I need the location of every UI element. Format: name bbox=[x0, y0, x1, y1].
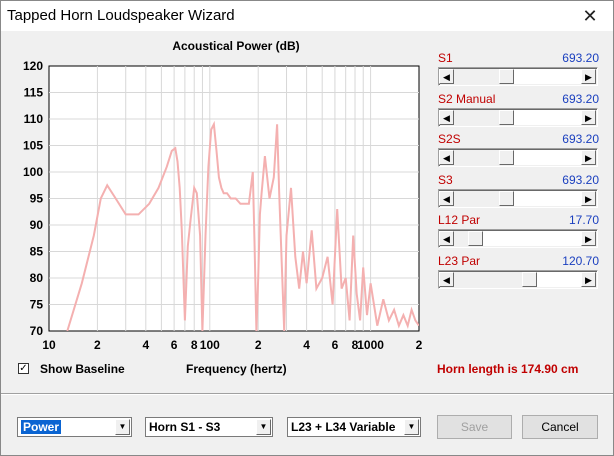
x-tick-label: 2 bbox=[255, 338, 262, 352]
y-tick-label: 85 bbox=[30, 245, 44, 259]
slider-label: L23 Par bbox=[438, 254, 481, 268]
y-tick-label: 90 bbox=[30, 218, 44, 232]
arrow-right-icon[interactable]: ▶ bbox=[581, 231, 596, 246]
arrow-right-icon[interactable]: ▶ bbox=[581, 110, 596, 125]
slider-thumb[interactable] bbox=[499, 110, 514, 125]
x-tick-label: 2 bbox=[94, 338, 101, 352]
arrow-left-icon[interactable]: ◀ bbox=[439, 69, 454, 84]
y-tick-label: 115 bbox=[24, 86, 44, 100]
output-type-select[interactable]: Power ▼ bbox=[17, 417, 132, 437]
slider-track[interactable]: ◀ ▶ bbox=[438, 270, 598, 289]
chevron-down-icon[interactable]: ▼ bbox=[115, 419, 130, 435]
slider-thumb[interactable] bbox=[468, 231, 483, 246]
x-tick-label: 6 bbox=[332, 338, 339, 352]
save-button[interactable]: Save bbox=[437, 415, 512, 439]
slider-thumb[interactable] bbox=[499, 69, 514, 84]
slider-value: 120.70 bbox=[562, 254, 599, 268]
y-tick-label: 70 bbox=[30, 324, 44, 338]
slider-value: 693.20 bbox=[562, 132, 599, 146]
slider-track[interactable]: ◀ ▶ bbox=[438, 108, 598, 127]
arrow-right-icon[interactable]: ▶ bbox=[581, 191, 596, 206]
slider-label: S3 bbox=[438, 173, 453, 187]
slider-track[interactable]: ◀ ▶ bbox=[438, 229, 598, 248]
x-tick-label: 4 bbox=[303, 338, 310, 352]
y-tick-label: 75 bbox=[30, 298, 44, 312]
chevron-down-icon[interactable]: ▼ bbox=[404, 419, 419, 435]
y-tick-label: 105 bbox=[23, 139, 43, 153]
slider-fill bbox=[483, 231, 582, 246]
x-tick-label: 8 bbox=[352, 338, 359, 352]
arrow-left-icon[interactable]: ◀ bbox=[439, 150, 454, 165]
y-tick-label: 120 bbox=[23, 59, 43, 73]
y-tick-label: 110 bbox=[24, 112, 44, 126]
chevron-down-icon[interactable]: ▼ bbox=[256, 419, 271, 435]
x-tick-label: 8 bbox=[191, 338, 198, 352]
slider-track[interactable]: ◀ ▶ bbox=[438, 148, 598, 167]
arrow-left-icon[interactable]: ◀ bbox=[439, 231, 454, 246]
arrow-left-icon[interactable]: ◀ bbox=[439, 272, 454, 287]
x-tick-label: 4 bbox=[142, 338, 149, 352]
horn-range-value: Horn S1 - S3 bbox=[149, 420, 221, 434]
y-tick-label: 100 bbox=[23, 165, 43, 179]
slider-thumb[interactable] bbox=[522, 272, 537, 287]
x-tick-label: 2 bbox=[416, 338, 423, 352]
show-baseline-label[interactable]: Show Baseline bbox=[40, 362, 125, 376]
slider-value: 17.70 bbox=[568, 213, 599, 227]
series-line bbox=[66, 120, 419, 331]
window-title: Tapped Horn Loudspeaker Wizard bbox=[7, 7, 235, 24]
slider-value: 693.20 bbox=[562, 51, 599, 65]
x-tick-label: 1000 bbox=[357, 338, 384, 352]
arrow-left-icon[interactable]: ◀ bbox=[439, 191, 454, 206]
x-tick-label: 10 bbox=[42, 338, 56, 352]
slider-value: 693.20 bbox=[562, 173, 599, 187]
title-bar: Tapped Horn Loudspeaker Wizard ✕ bbox=[1, 1, 613, 31]
output-type-value: Power bbox=[21, 420, 62, 434]
slider-track[interactable]: ◀ ▶ bbox=[438, 67, 598, 86]
variable-select[interactable]: L23 + L34 Variable ▼ bbox=[287, 417, 421, 437]
x-tick-label: 100 bbox=[200, 338, 220, 352]
slider-fill bbox=[514, 110, 582, 125]
slider-label: S2 Manual bbox=[438, 92, 496, 106]
variable-value: L23 + L34 Variable bbox=[291, 420, 396, 434]
x-tick-label: 6 bbox=[171, 338, 178, 352]
slider-fill bbox=[514, 150, 582, 165]
slider-value: 693.20 bbox=[562, 92, 599, 106]
cancel-button[interactable]: Cancel bbox=[522, 415, 598, 439]
x-axis-label: Frequency (hertz) bbox=[186, 362, 287, 376]
arrow-right-icon[interactable]: ▶ bbox=[581, 272, 596, 287]
arrow-right-icon[interactable]: ▶ bbox=[581, 69, 596, 84]
close-icon[interactable]: ✕ bbox=[582, 5, 598, 26]
y-tick-label: 80 bbox=[30, 271, 44, 285]
horn-length-status: Horn length is 174.90 cm bbox=[437, 362, 579, 376]
slider-label: S1 bbox=[438, 51, 453, 65]
slider-thumb[interactable] bbox=[499, 191, 514, 206]
slider-thumb[interactable] bbox=[499, 150, 514, 165]
show-baseline-checkbox[interactable]: ✓ bbox=[18, 363, 29, 374]
slider-fill bbox=[537, 272, 582, 287]
arrow-left-icon[interactable]: ◀ bbox=[439, 110, 454, 125]
arrow-right-icon[interactable]: ▶ bbox=[581, 150, 596, 165]
slider-fill bbox=[514, 69, 582, 84]
divider bbox=[1, 393, 613, 395]
slider-label: L12 Par bbox=[438, 213, 481, 227]
y-tick-label: 95 bbox=[30, 192, 44, 206]
chart-title: Acoustical Power (dB) bbox=[172, 39, 300, 53]
slider-label: S2S bbox=[438, 132, 461, 146]
slider-fill bbox=[514, 191, 582, 206]
horn-range-select[interactable]: Horn S1 - S3 ▼ bbox=[145, 417, 273, 437]
slider-track[interactable]: ◀ ▶ bbox=[438, 189, 598, 208]
